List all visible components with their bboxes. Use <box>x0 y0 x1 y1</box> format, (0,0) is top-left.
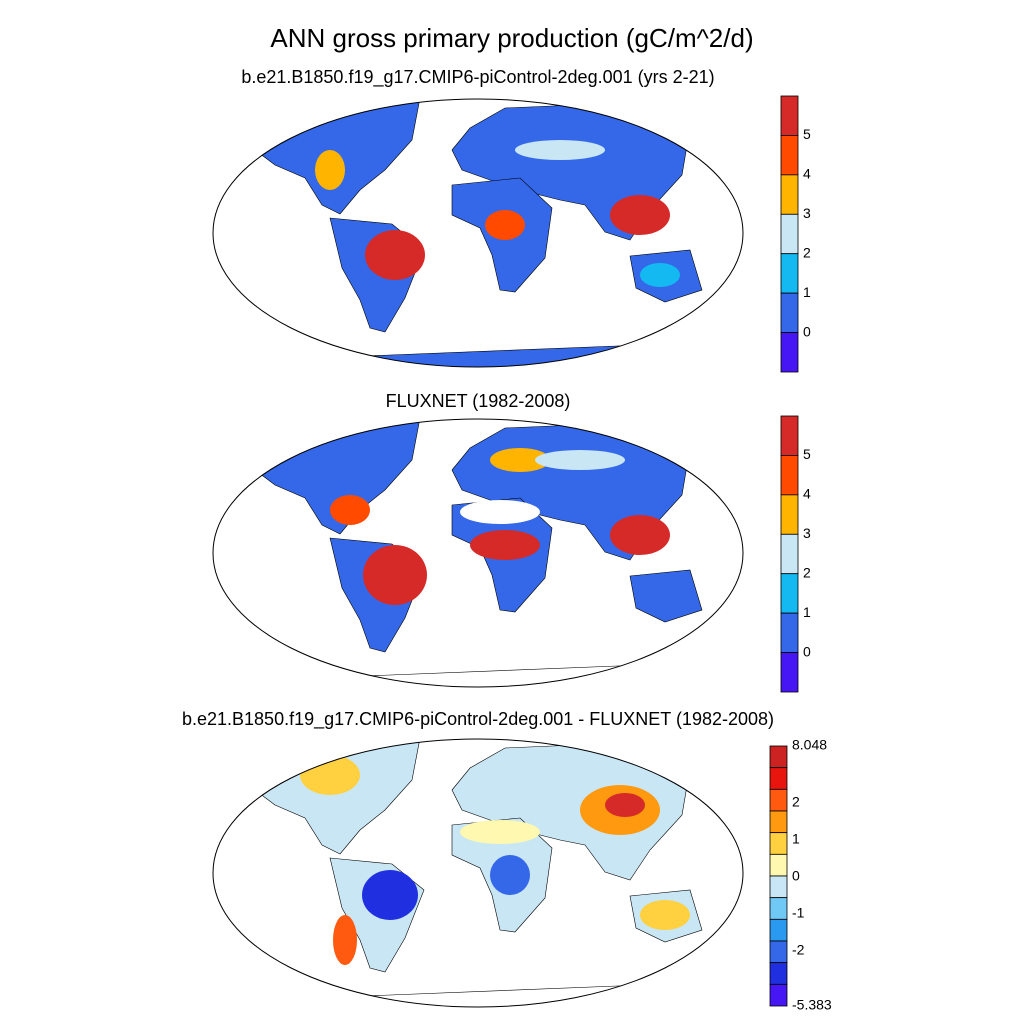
region <box>485 210 525 240</box>
colorbar-label: -2 <box>792 942 805 958</box>
map-outline <box>212 98 744 368</box>
region <box>610 195 670 235</box>
map <box>212 98 744 368</box>
colorbar-box <box>780 415 799 456</box>
panel-title: FLUXNET (1982-2008) <box>386 391 571 411</box>
region <box>490 855 530 895</box>
colorbar-box <box>769 918 788 942</box>
colorbar-box <box>769 788 788 812</box>
colorbar-box <box>780 652 799 693</box>
colorbar-box <box>780 253 799 294</box>
antarctica <box>314 664 643 687</box>
colorbar-box <box>769 810 788 834</box>
region <box>610 515 670 555</box>
region <box>605 793 645 817</box>
region <box>362 870 418 920</box>
region <box>470 530 540 560</box>
panel-title: b.e21.B1850.f19_g17.CMIP6-piControl-2deg… <box>182 709 774 730</box>
colorbar-box <box>780 213 799 255</box>
colorbar-box <box>769 875 788 899</box>
colorbar-box <box>769 897 788 920</box>
colorbar-box <box>769 853 788 877</box>
map-outline <box>212 738 744 1008</box>
region <box>460 500 540 524</box>
region <box>640 263 680 287</box>
region <box>515 140 605 160</box>
colorbar-label: 3 <box>803 205 811 221</box>
colorbar-box <box>780 135 799 176</box>
map <box>212 738 744 1008</box>
region <box>333 915 357 965</box>
colorbar-label: 0 <box>803 643 811 659</box>
colorbar-box <box>769 745 788 769</box>
colorbar-label: 4 <box>803 486 811 502</box>
colorbar-label: 2 <box>803 244 811 260</box>
colorbar-box <box>780 455 799 496</box>
colorbar-label: 5 <box>803 446 811 462</box>
panel-title: b.e21.B1850.f19_g17.CMIP6-piControl-2deg… <box>241 67 714 88</box>
region <box>330 495 370 525</box>
continent <box>254 739 421 855</box>
antarctica <box>314 984 643 1007</box>
region <box>640 900 690 930</box>
colorbar-label: 3 <box>803 525 811 541</box>
colorbar-label: 2 <box>792 794 800 810</box>
land <box>254 739 703 1007</box>
colorbar-box <box>769 767 788 790</box>
map <box>212 418 744 688</box>
colorbar-label: 4 <box>803 166 811 182</box>
region <box>490 448 550 472</box>
map-outline <box>212 418 744 688</box>
colorbar-label: 2 <box>803 564 811 580</box>
figure-title: ANN gross primary production (gC/m^2/d) <box>270 23 753 53</box>
region <box>300 755 360 795</box>
land <box>254 99 703 367</box>
colorbar-label: 8.048 <box>792 737 827 753</box>
colorbar-label: 1 <box>803 284 811 300</box>
colorbar-label: 0 <box>792 868 800 884</box>
colorbar-box <box>769 983 788 1007</box>
region <box>365 230 425 280</box>
colorbar-label: 5 <box>803 126 811 142</box>
colorbar-box <box>780 95 799 136</box>
antarctica <box>314 344 643 367</box>
colorbar-label: 1 <box>803 604 811 620</box>
land <box>254 419 703 687</box>
region <box>535 450 625 470</box>
colorbar-label: 0 <box>803 323 811 339</box>
colorbar-label: 1 <box>792 831 800 847</box>
region <box>460 820 540 844</box>
colorbar-box <box>769 962 788 985</box>
colorbar-box <box>769 940 788 964</box>
colorbar-label: -5.383 <box>792 997 832 1013</box>
colorbar-box <box>780 174 799 215</box>
colorbar-box <box>780 573 799 614</box>
colorbar-box <box>780 292 799 333</box>
continent <box>629 569 703 623</box>
colorbar-label: -1 <box>792 905 805 921</box>
colorbar-box <box>769 832 788 855</box>
colorbar-box <box>780 612 799 653</box>
region <box>315 150 345 190</box>
colorbar-box <box>780 332 799 373</box>
colorbar-box <box>780 494 799 535</box>
colorbar-box <box>780 533 799 575</box>
region <box>363 545 427 605</box>
